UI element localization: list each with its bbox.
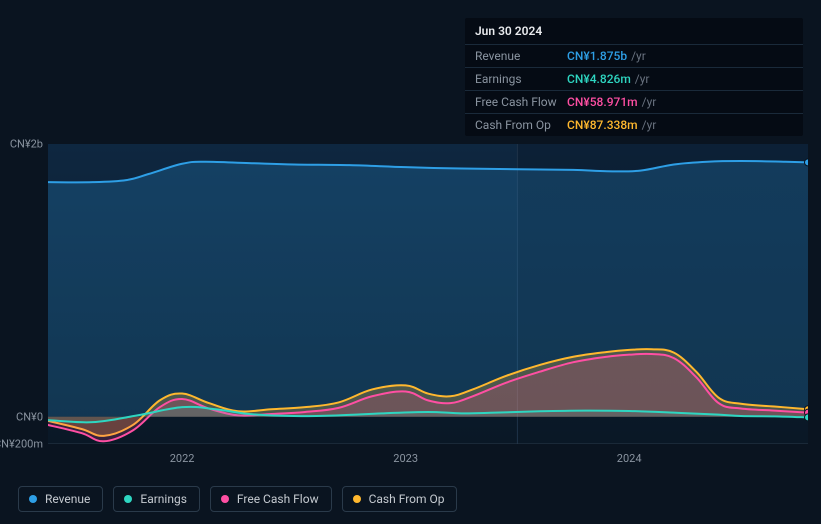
tooltip-row-unit: /yr xyxy=(642,95,657,109)
tooltip-row: Cash From OpCN¥87.338m/yr xyxy=(465,114,803,136)
tooltip-row-label: Revenue xyxy=(475,49,567,63)
legend-label: Revenue xyxy=(45,492,90,506)
tooltip-row-label: Cash From Op xyxy=(475,118,567,132)
tooltip-row-label: Free Cash Flow xyxy=(475,95,567,109)
tooltip-row: Free Cash FlowCN¥58.971m/yr xyxy=(465,91,803,114)
legend-dot-icon xyxy=(124,495,132,503)
chart-legend: Revenue Earnings Free Cash Flow Cash From O… xyxy=(18,486,457,512)
legend-dot-icon xyxy=(353,495,361,503)
financials-chart: CN¥2bCN¥0-CN¥200m Past 202220232024 xyxy=(0,120,821,480)
tooltip-row-unit: /yr xyxy=(635,72,650,86)
tooltip-row: RevenueCN¥1.875b/yr xyxy=(465,45,803,68)
y-axis-tick: CN¥2b xyxy=(10,138,43,151)
chart-tooltip: Jun 30 2024 RevenueCN¥1.875b/yrEarningsC… xyxy=(465,18,803,136)
tooltip-row-label: Earnings xyxy=(475,72,567,86)
y-axis-tick: -CN¥200m xyxy=(0,438,43,451)
legend-label: Free Cash Flow xyxy=(237,492,319,506)
tooltip-row-value: CN¥87.338m xyxy=(567,118,638,132)
legend-dot-icon xyxy=(221,495,229,503)
y-axis-tick: CN¥0 xyxy=(16,410,43,423)
legend-dot-icon xyxy=(29,495,37,503)
tooltip-row-unit: /yr xyxy=(642,118,657,132)
tooltip-row-value: CN¥1.875b xyxy=(567,49,627,63)
chart-svg xyxy=(48,144,808,444)
x-axis-tick: 2022 xyxy=(170,452,195,465)
legend-item-free-cash-flow[interactable]: Free Cash Flow xyxy=(210,486,332,512)
legend-item-revenue[interactable]: Revenue xyxy=(18,486,103,512)
legend-label: Cash From Op xyxy=(369,492,445,506)
chart-plot-area[interactable] xyxy=(48,144,808,444)
legend-item-earnings[interactable]: Earnings xyxy=(113,486,200,512)
tooltip-date: Jun 30 2024 xyxy=(465,18,803,45)
x-axis-tick: 2023 xyxy=(393,452,418,465)
legend-label: Earnings xyxy=(140,492,187,506)
x-axis-tick: 2024 xyxy=(617,452,642,465)
tooltip-row: EarningsCN¥4.826m/yr xyxy=(465,68,803,91)
tooltip-row-value: CN¥4.826m xyxy=(567,72,631,86)
tooltip-row-value: CN¥58.971m xyxy=(567,95,638,109)
tooltip-row-unit: /yr xyxy=(631,49,646,63)
legend-item-cash-from-op[interactable]: Cash From Op xyxy=(342,486,458,512)
